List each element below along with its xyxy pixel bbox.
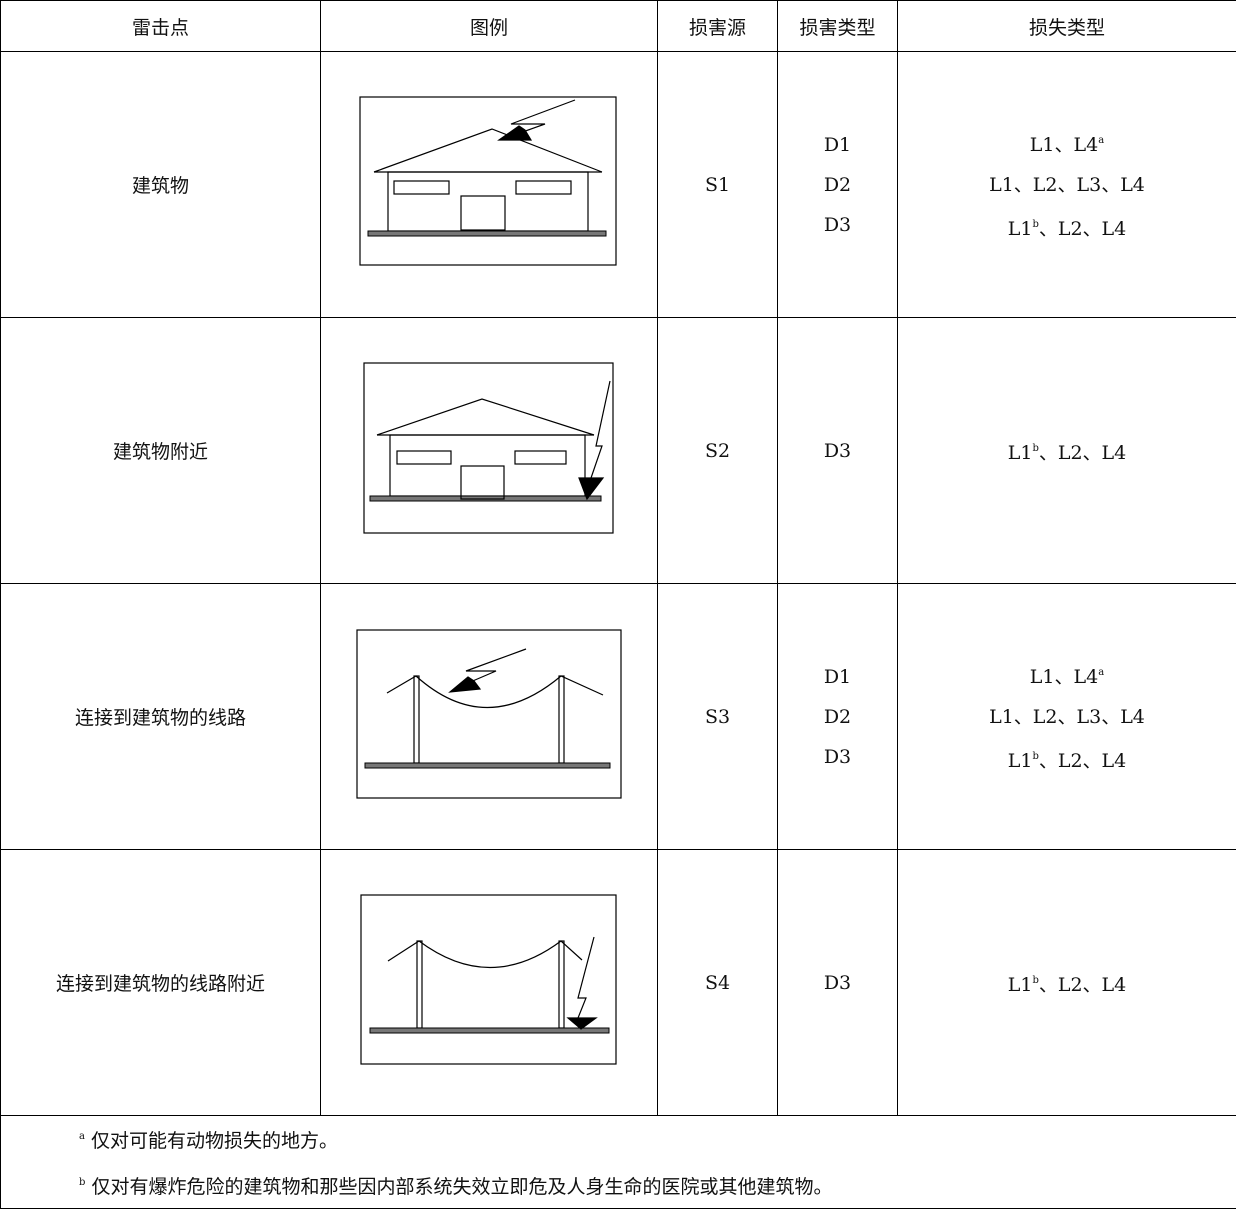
illustration-cell [321, 584, 658, 850]
illustration-cell [321, 52, 658, 318]
damage-types: D3 [778, 850, 898, 1116]
header-cell: 损害源 [658, 1, 778, 52]
loss-type: L1、L4a [898, 121, 1236, 165]
loss-text: L1、L2、L3、L4 [989, 706, 1145, 728]
strike-point: 连接到建筑物的线路附近 [1, 850, 321, 1116]
illustration-cell [321, 850, 658, 1116]
footnote-text: 仅对可能有动物损失的地方。 [91, 1130, 338, 1152]
footnote-row: a 仅对可能有动物损失的地方。b 仅对有爆炸危险的建筑物和那些因内部系统失效立即… [1, 1116, 1236, 1209]
loss-text: 、L2、L4 [1039, 218, 1126, 240]
loss-types: L1、L4a L1、L2、L3、L4 L1b、L2、L4 [898, 584, 1236, 850]
damage-type: D3 [778, 205, 897, 245]
loss-type: L1、L2、L3、L4 [898, 697, 1236, 737]
illustration-cell [321, 318, 658, 584]
loss-type: L1、L4a [898, 653, 1236, 697]
loss-text: L1 [1008, 750, 1033, 772]
footnote: b 仅对有爆炸危险的建筑物和那些因内部系统失效立即危及人身生命的医院或其他建筑物… [79, 1162, 1236, 1208]
loss-type: L1b、L2、L4 [898, 737, 1236, 781]
damage-source: S3 [658, 584, 778, 850]
loss-text: 、L2、L4 [1039, 750, 1126, 772]
loss-text: L1 [1008, 974, 1033, 996]
loss-type: L1b、L2、L4 [898, 429, 1236, 473]
strike-point: 建筑物 [1, 52, 321, 318]
loss-text: 、L2、L4 [1039, 974, 1126, 996]
footnote-mark: a [1098, 135, 1104, 146]
loss-text: L1 [1008, 218, 1033, 240]
loss-text: L1、L2、L3、L4 [989, 174, 1145, 196]
footnote-mark: a [1098, 667, 1104, 678]
header-cell: 损失类型 [898, 1, 1236, 52]
damage-type: D1 [778, 125, 897, 165]
illustration [356, 629, 623, 800]
damage-type: D2 [778, 697, 897, 737]
damage-source: S2 [658, 318, 778, 584]
header-cell: 雷击点 [1, 1, 321, 52]
damage-source: S4 [658, 850, 778, 1116]
damage-type: D3 [778, 431, 897, 471]
loss-text: 、L2、L4 [1039, 442, 1126, 464]
loss-text: L1、L4 [1030, 666, 1098, 688]
strike-point: 建筑物附近 [1, 318, 321, 584]
damage-type: D2 [778, 165, 897, 205]
loss-type: L1b、L2、L4 [898, 205, 1236, 249]
header-row: 雷击点 图例 损害源 损害类型 损失类型 [1, 1, 1236, 52]
illustration [360, 894, 618, 1066]
footnotes: a 仅对可能有动物损失的地方。b 仅对有爆炸危险的建筑物和那些因内部系统失效立即… [1, 1116, 1236, 1209]
illustration [359, 96, 619, 268]
illustration [363, 362, 615, 535]
strike-point: 连接到建筑物的线路 [1, 584, 321, 850]
header-cell: 损害类型 [778, 1, 898, 52]
loss-text: L1、L4 [1030, 134, 1098, 156]
loss-types: L1b、L2、L4 [898, 318, 1236, 584]
loss-type: L1、L2、L3、L4 [898, 165, 1236, 205]
loss-types: L1b、L2、L4 [898, 850, 1236, 1116]
damage-type: D3 [778, 737, 897, 777]
damage-source: S1 [658, 52, 778, 318]
loss-type: L1b、L2、L4 [898, 961, 1236, 1005]
damage-type: D1 [778, 657, 897, 697]
footnote-mark: b [79, 1177, 85, 1188]
loss-types: L1、L4a L1、L2、L3、L4 L1b、L2、L4 [898, 52, 1236, 318]
loss-text: L1 [1008, 442, 1033, 464]
footnote-text: 仅对有爆炸危险的建筑物和那些因内部系统失效立即危及人身生命的医院或其他建筑物。 [91, 1176, 832, 1198]
damage-type: D3 [778, 963, 897, 1003]
footnote: a 仅对可能有动物损失的地方。 [79, 1116, 1236, 1162]
footnote-mark: a [79, 1131, 85, 1142]
header-cell: 图例 [321, 1, 658, 52]
damage-types: D3 [778, 318, 898, 584]
